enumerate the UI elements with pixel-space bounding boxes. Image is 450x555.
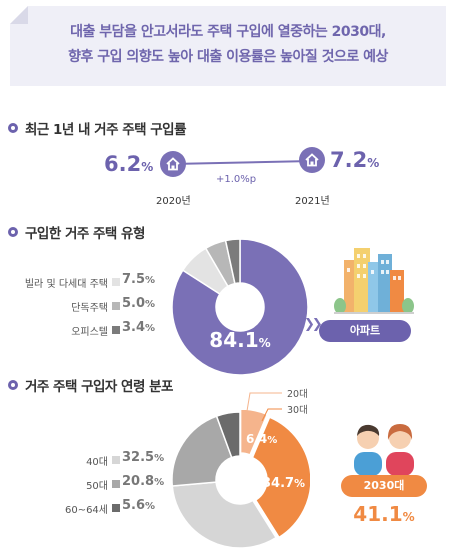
section2-title: 구입한 거주 주택 유형 [25,226,145,242]
bullet-icon [8,123,18,133]
double-chevron-icon: ❯❯ [304,317,323,332]
legend-value-60s: 5.6% [122,498,156,513]
legend-label-villa: 빌라 및 다세대 주택 [24,279,108,290]
legend-value-40s: 32.5% [122,450,165,465]
slice-age-40s [171,481,278,549]
age-2030-total: 41.1% [353,502,415,526]
legend-label-officetel: 오피스텔 [71,327,108,338]
slice-apartment [171,238,309,376]
slice-age-50s [171,415,233,487]
age-2030-badge: 2030대 [341,475,427,497]
header-line-2: 향후 구입 의향도 높아 대출 이용률은 높아질 것으로 예상 [68,49,388,65]
purchase-rate-line-chart [171,160,313,165]
legend-value-officetel: 3.4% [122,320,156,335]
house-icon-2021 [299,147,325,173]
rate-2020: 6.2% [104,152,154,176]
section3-heading: 거주 주택 구입자 연령 분포 [8,375,173,395]
legend-value-detached: 5.0% [122,296,156,311]
section1-title: 최근 1년 내 거주 주택 구입률 [25,122,187,138]
slice-officetel [224,238,241,285]
legend-label-detached: 단독주택 [71,303,108,314]
legend-value-villa: 7.5% [122,272,156,287]
age30-share-label: 34.7% [262,476,305,491]
header-line-1: 대출 부담을 안고서라도 주택 구입에 열중하는 2030대, [70,24,386,40]
legend-label-40s: 40대 [86,457,108,468]
section1-heading: 최근 1년 내 거주 주택 구입률 [8,118,187,138]
apartment-share-label: 84.1% [209,328,271,352]
age30-callout: 30대 [287,405,308,416]
age-callout-lines [245,392,282,422]
young-couple-icon [354,424,414,476]
legend-swatch-50s [112,480,120,488]
bullet-icon [8,380,18,390]
apartment-badge: 아파트 [319,320,411,342]
legend-label-60s: 60~64세 [64,505,108,516]
slice-age-20s [239,410,269,456]
legend-swatch-60s [112,504,120,512]
slice-age-60s [215,411,241,459]
year-2020: 2020년 [156,196,191,207]
trend-line [171,160,313,165]
legend-value-50s: 20.8% [122,474,165,489]
banner-corner-shadow [10,6,28,24]
rate-change-label: +1.0%p [216,174,257,185]
legend-swatch-villa [112,278,120,286]
age20-share-label: 6.4% [246,432,278,446]
house-icon-2020 [160,151,186,177]
rate-2021: 7.2% [330,148,380,172]
age20-callout: 20대 [287,389,308,400]
legend-swatch-detached [112,302,120,310]
legend-swatch-officetel [112,326,120,334]
bullet-icon [8,227,18,237]
apartment-buildings-icon [334,248,414,314]
legend-swatch-40s [112,456,120,464]
section2-heading: 구입한 거주 주택 유형 [8,222,145,242]
year-2021: 2021년 [295,196,330,207]
legend-label-50s: 50대 [86,481,108,492]
slice-age-30s [251,416,310,539]
housing-type-donut [171,238,309,376]
age-distribution-donut [171,410,310,549]
section3-title: 거주 주택 구입자 연령 분포 [25,379,173,395]
header-banner [10,6,446,86]
